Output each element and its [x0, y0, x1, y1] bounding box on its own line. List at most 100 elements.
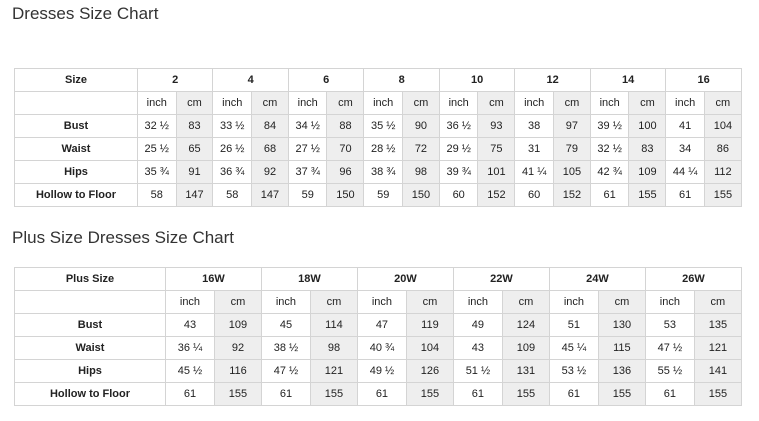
value: 31	[514, 137, 554, 161]
unit: cm	[597, 290, 646, 314]
value: 119	[405, 313, 454, 337]
size-header: 16	[665, 68, 742, 92]
unit: inch	[260, 290, 311, 314]
value: 47 ½	[644, 336, 695, 360]
value: 155	[213, 382, 262, 406]
unit: inch	[514, 91, 554, 115]
value: 61	[452, 382, 503, 406]
unit: cm	[628, 91, 667, 115]
value: 116	[213, 359, 262, 383]
data-row: Hollow to Floor 58 147 58 147 59 150 59 150 60 152…	[14, 183, 742, 207]
value: 104	[405, 336, 454, 360]
header-label: Size	[14, 68, 138, 92]
value: 61	[356, 382, 407, 406]
value: 25 ½	[137, 137, 177, 161]
row-label: Hips	[14, 160, 138, 184]
unit: inch	[212, 91, 252, 115]
value: 29 ½	[438, 137, 479, 161]
value: 93	[477, 114, 516, 138]
unit: cm	[250, 91, 289, 115]
value: 36 ¾	[212, 160, 252, 184]
data-row: Bust 32 ½ 83 33 ½ 84 34 ½ 88 35 ½ 90 36 ½ 93 38 97 39…	[14, 114, 742, 138]
title: Dresses Size Chart	[12, 4, 159, 23]
unit: inch	[363, 91, 403, 115]
value: 105	[552, 160, 591, 184]
unit: cm	[213, 290, 262, 314]
value: 59	[287, 183, 328, 207]
unit: cm	[552, 91, 591, 115]
value: 114	[309, 313, 358, 337]
value: 152	[552, 183, 591, 207]
value: 72	[401, 137, 440, 161]
value: 92	[250, 160, 289, 184]
value: 101	[477, 160, 516, 184]
value: 34 ½	[287, 114, 328, 138]
value: 70	[326, 137, 365, 161]
value: 86	[703, 137, 742, 161]
value: 88	[326, 114, 365, 138]
data-row: Bust 43 109 45 114 47 119 49 124 51 130 53 135	[14, 313, 742, 337]
value: 45 ½	[165, 359, 215, 383]
plus-title: Plus Size Dresses Size Chart	[12, 228, 235, 247]
empty-cell	[14, 290, 166, 314]
value: 49 ½	[356, 359, 407, 383]
value: 109	[213, 313, 262, 337]
size-header: 14	[589, 68, 667, 92]
data-row: Hips 45 ½ 116 47 ½ 121 49 ½ 126 51 ½ 131 53 ½ 136 5…	[14, 359, 742, 383]
value: 155	[405, 382, 454, 406]
value: 27 ½	[287, 137, 328, 161]
value: 141	[693, 359, 742, 383]
size-header: 8	[363, 68, 440, 92]
value: 38 ¾	[363, 160, 403, 184]
value: 35 ½	[363, 114, 403, 138]
value: 96	[326, 160, 365, 184]
value: 155	[628, 183, 667, 207]
unit: inch	[165, 290, 215, 314]
value: 155	[693, 382, 742, 406]
value: 152	[477, 183, 516, 207]
value: 65	[175, 137, 214, 161]
value: 55 ½	[644, 359, 695, 383]
row-label: Hollow to Floor	[14, 382, 166, 406]
value: 60	[438, 183, 479, 207]
data-row: Waist 25 ½ 65 26 ½ 68 27 ½ 70 28 ½ 72 29 ½ 75 31 79 3…	[14, 137, 742, 161]
data-row: Hollow to Floor 61 155 61 155 61 155 61 155 61 155…	[14, 382, 742, 406]
value: 60	[514, 183, 554, 207]
value: 124	[501, 313, 550, 337]
value: 61	[260, 382, 311, 406]
value: 109	[501, 336, 550, 360]
size-header: 10	[438, 68, 516, 92]
value: 98	[309, 336, 358, 360]
value: 36 ½	[438, 114, 479, 138]
unit: cm	[477, 91, 516, 115]
value: 26 ½	[212, 137, 252, 161]
unit: inch	[438, 91, 479, 115]
unit-row: inch cm inch cm inch cm inch cm inch cm inch cm	[14, 290, 742, 314]
unit: inch	[548, 290, 599, 314]
data-row: Waist 36 ¼ 92 38 ½ 98 40 ¾ 104 43 109 45 ¼ 115 47 ½…	[14, 336, 742, 360]
unit: cm	[309, 290, 358, 314]
unit: cm	[401, 91, 440, 115]
value: 51	[548, 313, 599, 337]
value: 43	[165, 313, 215, 337]
value: 126	[405, 359, 454, 383]
value: 155	[597, 382, 646, 406]
row-label: Bust	[14, 114, 138, 138]
value: 100	[628, 114, 667, 138]
value: 131	[501, 359, 550, 383]
unit: cm	[405, 290, 454, 314]
value: 104	[703, 114, 742, 138]
size-header: 26W	[644, 267, 742, 291]
value: 136	[597, 359, 646, 383]
size-header: 2	[136, 68, 214, 92]
value: 92	[213, 336, 262, 360]
value: 155	[501, 382, 550, 406]
unit: cm	[693, 290, 742, 314]
value: 79	[552, 137, 591, 161]
value: 61	[165, 382, 215, 406]
size-header: 20W	[356, 267, 454, 291]
value: 150	[326, 183, 365, 207]
unit: cm	[326, 91, 365, 115]
plus-size-table: Plus Size 16W 18W 20W 22W 24W 26W inch cm inch cm i…	[14, 267, 742, 406]
value: 41	[665, 114, 705, 138]
